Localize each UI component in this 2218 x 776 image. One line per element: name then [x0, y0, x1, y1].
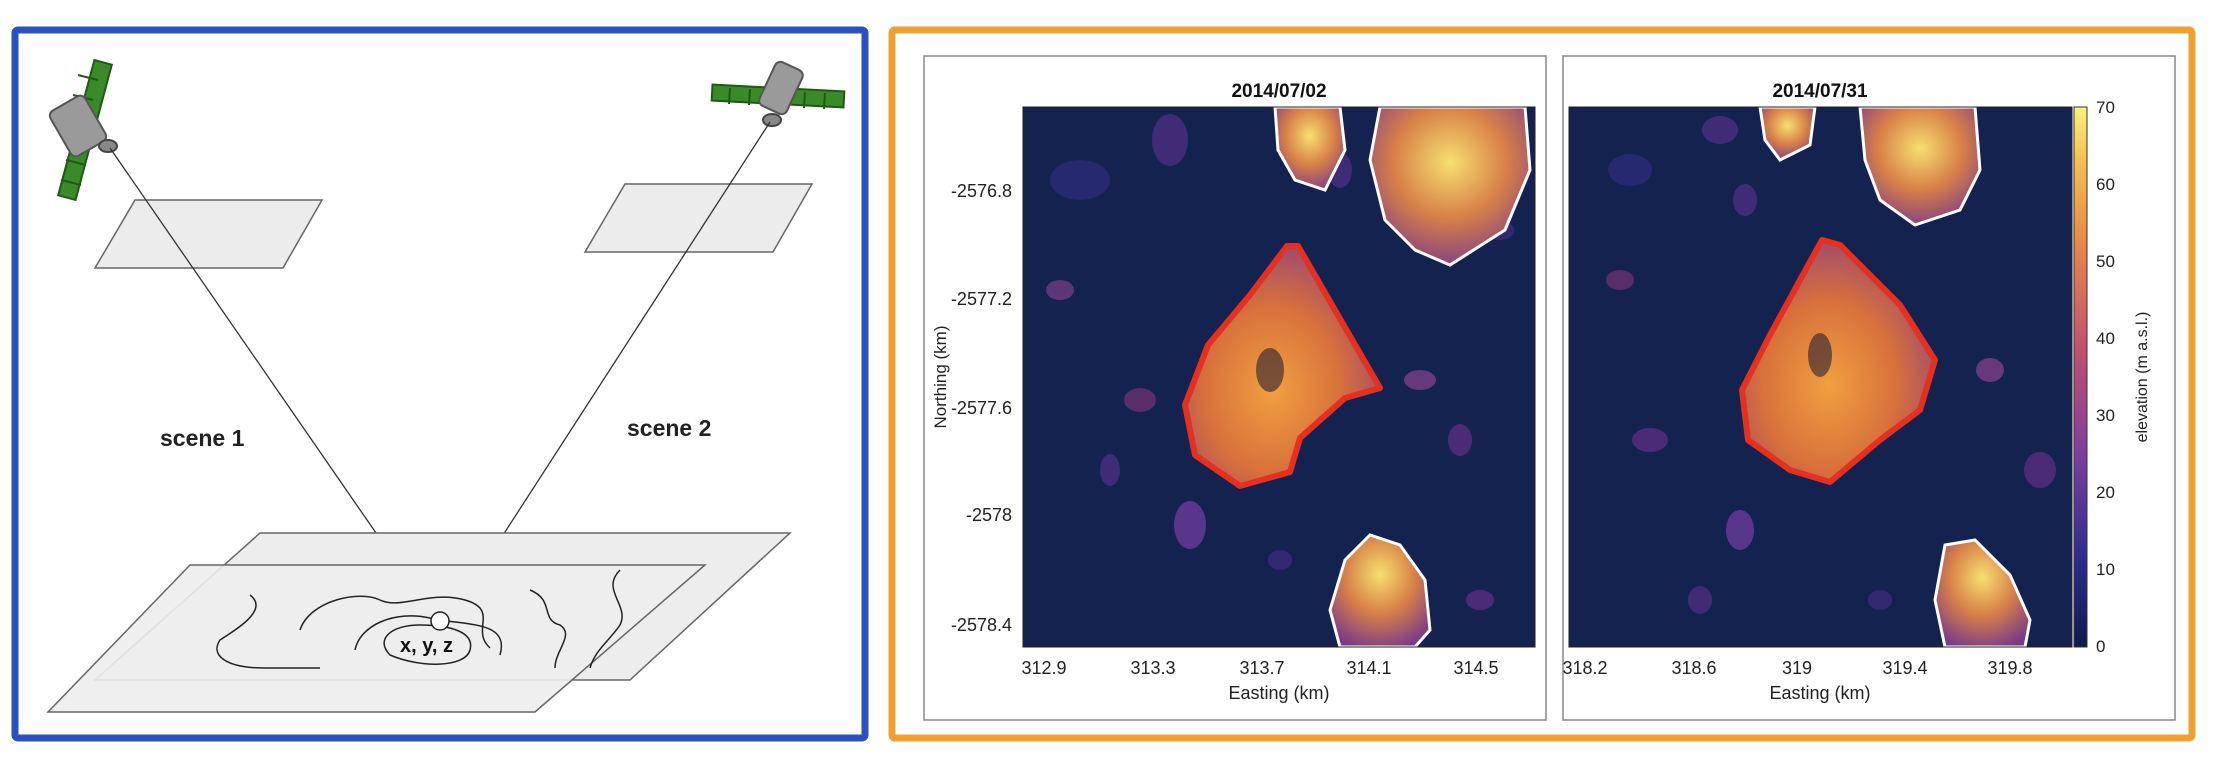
point-coordinates-label: x, y, z	[400, 635, 453, 657]
left-map-image	[1023, 107, 1535, 647]
image-plane-1	[93, 199, 324, 269]
colorbar-tick-label: 30	[2096, 406, 2115, 425]
ytick-label: -2578.4	[951, 615, 1012, 635]
xtick-label: 319.8	[1987, 658, 2032, 678]
colorbar	[2073, 106, 2088, 648]
left-map-yticks: -2576.8 -2577.2 -2577.6 -2578 -2578.4	[951, 181, 1012, 635]
ytick-label: -2578	[966, 505, 1012, 525]
right-map-frame	[1562, 55, 2176, 721]
colorbar-ticks: 70 60 50 40 30 20 10 0	[2096, 98, 2115, 656]
left-map-title: 2014/07/02	[1231, 81, 1326, 102]
left-map-xticks: 312.9 313.3 313.7 314.1 314.5	[1021, 658, 1498, 678]
left-map-ylabel: Northing (km)	[931, 326, 950, 429]
left-map-frame	[923, 55, 1547, 721]
contour-lines	[216, 569, 623, 669]
sight-ray-2	[451, 121, 771, 615]
scene-2-label: scene 2	[627, 415, 711, 441]
colorbar-tick-label: 10	[2096, 560, 2115, 579]
ytick-label: -2576.8	[951, 181, 1012, 201]
xtick-label: 313.3	[1130, 658, 1175, 678]
colorbar-label: elevation (m a.s.l.)	[2134, 312, 2151, 443]
xtick-label: 313.7	[1239, 658, 1284, 678]
satellite-2-icon	[710, 60, 846, 127]
left-panel-frame	[11, 26, 869, 742]
xtick-label: 318.6	[1671, 658, 1716, 678]
colorbar-tick-label: 20	[2096, 483, 2115, 502]
xtick-label: 319.4	[1882, 658, 1927, 678]
colorbar-tick-label: 0	[2096, 637, 2105, 656]
xtick-label: 314.1	[1346, 658, 1391, 678]
colorbar-tick-label: 70	[2096, 98, 2115, 117]
colorbar-tick-label: 60	[2096, 175, 2115, 194]
xtick-label: 312.9	[1021, 658, 1066, 678]
ytick-label: -2577.2	[951, 289, 1012, 309]
scene-1-label: scene 1	[160, 425, 245, 451]
colorbar-tick-label: 40	[2096, 329, 2115, 348]
satellite-1-icon	[48, 58, 118, 202]
ytick-label: -2577.6	[951, 398, 1012, 418]
xtick-label: 319	[1782, 658, 1812, 678]
right-map-xlabel: Easting (km)	[1769, 683, 1870, 703]
xtick-label: 318.2	[1562, 658, 1607, 678]
ground-point-marker	[430, 611, 450, 631]
right-map-image	[1569, 107, 2072, 647]
colorbar-tick-label: 50	[2096, 252, 2115, 271]
right-map-glacier-outline	[1739, 237, 1938, 485]
right-panel-frame	[888, 26, 2196, 742]
right-map-xticks: 318.2 318.6 319 319.4 319.8	[1562, 658, 2032, 678]
image-plane-2	[583, 183, 814, 253]
right-map-title: 2014/07/31	[1772, 81, 1868, 102]
xtick-label: 314.5	[1453, 658, 1498, 678]
ground-plane-front	[46, 564, 708, 713]
left-map-xlabel: Easting (km)	[1228, 683, 1329, 703]
